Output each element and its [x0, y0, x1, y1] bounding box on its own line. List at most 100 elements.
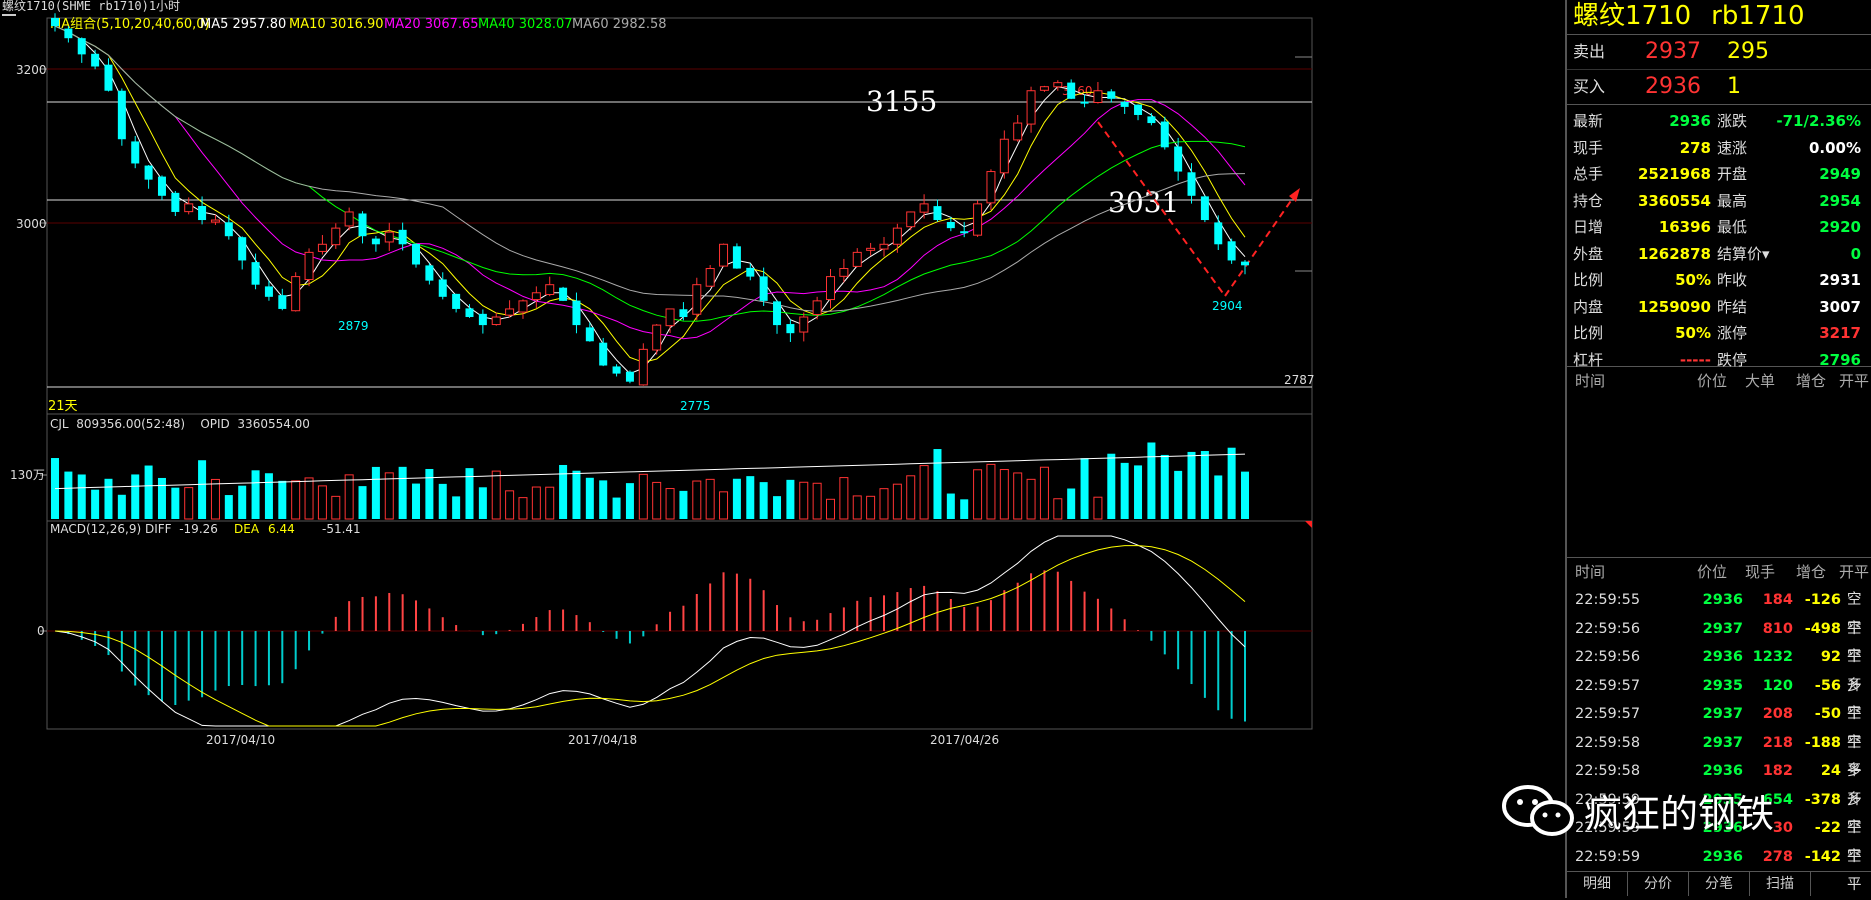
- trade-oi: -378: [1804, 791, 1841, 808]
- trade-volume: 810: [1762, 620, 1793, 637]
- volume-bar: [1200, 451, 1209, 519]
- candle-body: [933, 206, 942, 221]
- candle-body: [371, 238, 380, 245]
- candle-body: [491, 316, 501, 326]
- candle-body: [144, 165, 153, 180]
- macd-dea-value: 6.44: [268, 522, 295, 536]
- candle-body: [91, 53, 100, 67]
- trade-volume: 278: [1762, 848, 1793, 865]
- trade-oi: -22: [1814, 820, 1841, 836]
- volume-bar: [986, 463, 996, 520]
- candle-body: [531, 292, 541, 301]
- trade-type: 空平: [1847, 848, 1862, 894]
- volume-bar: [505, 490, 515, 520]
- open-interest-line: [54, 453, 1246, 490]
- candle-body: [599, 342, 608, 366]
- ask-label: 卖出: [1573, 42, 1606, 61]
- trend-arrows: [1097, 121, 1296, 297]
- ask-volume: 295: [1727, 39, 1769, 64]
- ask-row[interactable]: 卖出 2937 295: [1567, 35, 1871, 69]
- x-label-0418: 2017/04/18: [568, 733, 637, 747]
- tab-tick[interactable]: 分笔: [1689, 872, 1750, 896]
- col-big-order: 大单: [1745, 372, 1776, 390]
- candle-body: [171, 192, 180, 212]
- trade-col-type: 开平: [1839, 563, 1870, 581]
- macd-lines: [54, 535, 1246, 727]
- quote-row: 最新 2936 涨跌 -71/2.36%: [1567, 108, 1871, 135]
- trade-oi: -498: [1804, 620, 1841, 637]
- kline-chart[interactable]: 螺纹1710(SHME rb1710)1小时 MA组合(5,10,20,40,6…: [0, 0, 1565, 898]
- candle-body: [852, 251, 862, 267]
- volume-bar: [933, 449, 942, 519]
- candle-body: [358, 213, 367, 237]
- tab-price-split[interactable]: 分价: [1628, 872, 1689, 896]
- candle-body: [344, 211, 354, 227]
- candle-body: [946, 221, 955, 229]
- trade-time: 22:59:55: [1575, 592, 1641, 608]
- volume-bar: [545, 486, 555, 520]
- quote-key: 涨停: [1717, 324, 1748, 342]
- volume-bar: [518, 497, 528, 520]
- quote-key: 结算价▾: [1717, 244, 1770, 263]
- trade-volume: 184: [1762, 592, 1793, 608]
- panel-tabs: 明细 分价 分笔 扫描: [1567, 871, 1871, 898]
- quote-key: 昨收: [1717, 271, 1748, 289]
- candle-body: [1187, 172, 1196, 196]
- tab-detail[interactable]: 明细: [1567, 872, 1628, 896]
- trade-price: 2936: [1702, 763, 1743, 779]
- macd-dea-line: [54, 545, 1246, 727]
- candle-body: [705, 268, 715, 287]
- right-label-2787: 2787: [1284, 373, 1315, 387]
- candle-body: [1026, 90, 1036, 125]
- quote-value: 2954: [1819, 191, 1861, 210]
- trade-price: 2936: [1702, 848, 1743, 865]
- volume-bar: [171, 487, 180, 519]
- volume-bar: [104, 478, 113, 519]
- trade-volume: 208: [1762, 706, 1793, 722]
- quote-row: 杠杆 ----- 跌停 2796: [1567, 347, 1871, 374]
- bid-row[interactable]: 买入 2936 1: [1567, 69, 1871, 104]
- trade-price: 2937: [1702, 734, 1743, 751]
- candle-body: [906, 211, 916, 228]
- volume-bar: [77, 474, 86, 519]
- candle-body: [1080, 101, 1089, 104]
- trade-time: 22:59:56: [1575, 649, 1641, 665]
- candle-body: [960, 231, 969, 234]
- trade-price: 2935: [1702, 791, 1743, 808]
- trade-volume: 30: [1772, 820, 1793, 836]
- candles: [51, 13, 1249, 386]
- candle-body: [117, 90, 126, 140]
- candle-body: [264, 286, 273, 297]
- volume-bar: [91, 489, 100, 519]
- candle-body: [1013, 122, 1023, 141]
- volume-bar: [652, 481, 662, 520]
- quote-value: 3360554: [1637, 191, 1711, 210]
- candle-body: [184, 203, 194, 213]
- quote-value: 2796: [1819, 350, 1861, 369]
- volume-bar: [238, 485, 247, 519]
- tab-scan[interactable]: 扫描: [1750, 872, 1811, 896]
- quote-key: 持仓: [1573, 191, 1604, 210]
- trade-type: 多平: [1847, 791, 1862, 837]
- trade-price: 2936: [1702, 820, 1743, 836]
- quote-row: 持仓 3360554 最高 2954: [1567, 188, 1871, 215]
- macd-dea-label: DEA: [234, 522, 260, 536]
- trade-type: 多开: [1847, 763, 1862, 808]
- watermark-text: 疯狂的钢铁: [1584, 791, 1775, 836]
- volume-bar: [1093, 496, 1103, 520]
- trade-time: 22:59:56: [1575, 620, 1641, 637]
- volume-bar: [892, 483, 902, 520]
- quote-key: 跌停: [1717, 350, 1748, 369]
- quote-key: 比例: [1573, 271, 1604, 289]
- arrow-head: [1289, 188, 1300, 202]
- candle-body: [679, 309, 688, 318]
- trade-volume: 182: [1762, 763, 1793, 779]
- point-label-2904: 2904: [1212, 299, 1243, 313]
- candle-body: [612, 366, 621, 374]
- quote-key: 最低: [1717, 218, 1748, 236]
- quote-row: 日增 16396 最低 2920: [1567, 214, 1871, 241]
- quote-key: 日增: [1573, 218, 1604, 236]
- quote-key: 杠杆: [1573, 350, 1604, 369]
- window-title: 螺纹1710(SHME rb1710)1小时: [2, 0, 180, 13]
- volume-bar: [906, 475, 916, 520]
